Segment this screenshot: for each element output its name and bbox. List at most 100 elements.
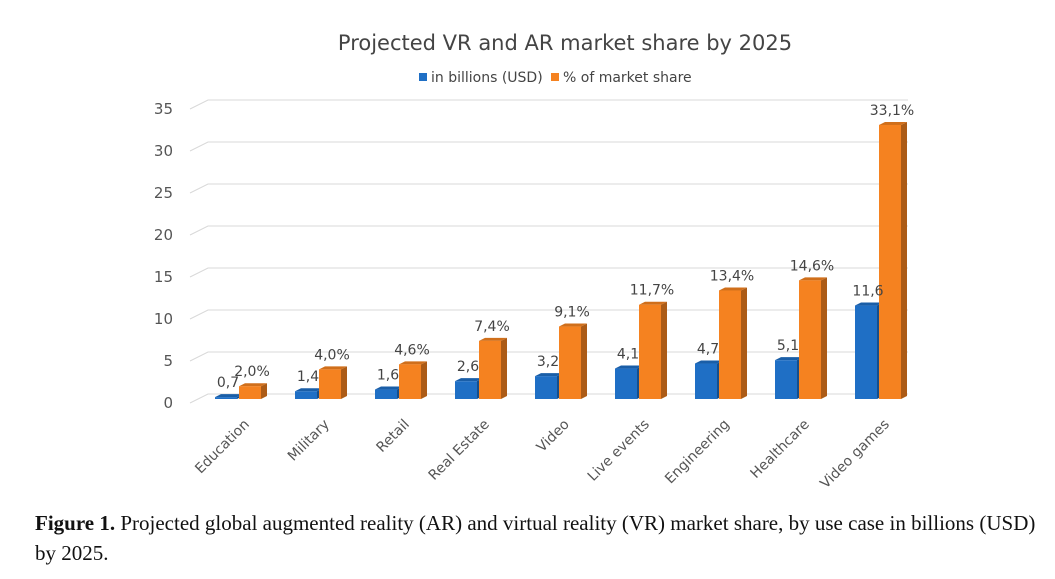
x-tick-label: Engineering bbox=[662, 417, 733, 488]
gridline bbox=[189, 351, 908, 362]
bar-front bbox=[879, 124, 901, 400]
y-tick-label: 25 bbox=[154, 184, 173, 202]
bar-front bbox=[375, 389, 397, 399]
data-label-market-share: 14,6% bbox=[790, 258, 834, 274]
bar-front bbox=[775, 360, 797, 399]
x-tick-label: Healthcare bbox=[748, 417, 813, 482]
bar-top bbox=[399, 361, 427, 365]
gridline bbox=[189, 141, 908, 152]
bar-side bbox=[581, 323, 587, 399]
bar-front bbox=[695, 363, 717, 399]
bar-top bbox=[855, 302, 883, 306]
bar-front bbox=[559, 326, 581, 399]
data-label-market-share: 4,6% bbox=[394, 342, 430, 358]
y-tick-label: 30 bbox=[154, 142, 173, 160]
bar-front bbox=[295, 391, 317, 399]
legend-swatch-billions bbox=[419, 73, 427, 81]
legend: in billions (USD) % of market share bbox=[419, 70, 692, 86]
bar-front bbox=[215, 397, 237, 399]
bar-front bbox=[855, 305, 877, 399]
bar-front bbox=[239, 386, 261, 399]
bar-front bbox=[615, 368, 637, 399]
bar-billions bbox=[855, 302, 883, 399]
bar-market-share bbox=[239, 383, 267, 399]
bar-top bbox=[639, 301, 667, 305]
bar-side bbox=[661, 301, 667, 399]
x-tick-label: Live events bbox=[585, 417, 653, 485]
bar-side bbox=[821, 277, 827, 399]
bar-side bbox=[741, 287, 747, 399]
bar-billions bbox=[615, 365, 643, 399]
bar-side bbox=[901, 121, 907, 400]
bar-market-share bbox=[399, 361, 427, 399]
data-label-billions: 4,1 bbox=[617, 347, 639, 363]
bar-top bbox=[319, 366, 347, 370]
x-tick-label: Video games bbox=[817, 417, 892, 492]
bar-top bbox=[719, 287, 747, 291]
data-label-market-share: 11,7% bbox=[630, 283, 674, 299]
data-label-billions: 2,6 bbox=[457, 359, 479, 375]
gridline bbox=[189, 225, 908, 236]
bar-top bbox=[879, 121, 907, 125]
data-label-billions: 4,7 bbox=[697, 342, 719, 358]
bar-top bbox=[799, 277, 827, 281]
bar-market-share bbox=[639, 301, 667, 399]
caption-label: Figure 1. bbox=[35, 511, 116, 535]
y-tick-label: 15 bbox=[154, 268, 173, 286]
x-tick-label: Education bbox=[192, 417, 253, 478]
bar-top bbox=[615, 365, 643, 369]
bar-top bbox=[535, 373, 563, 377]
x-tick-label: Video bbox=[534, 417, 573, 456]
bar-billions bbox=[775, 357, 803, 399]
gridline bbox=[189, 267, 908, 278]
bar-market-share bbox=[879, 121, 907, 400]
caption-text: Projected global augmented reality (AR) … bbox=[35, 511, 1036, 565]
x-tick-label: Military bbox=[285, 417, 333, 465]
bar-top bbox=[775, 357, 803, 361]
y-tick-label: 10 bbox=[154, 310, 173, 328]
data-label-billions: 1,4 bbox=[297, 369, 319, 385]
bar-billions bbox=[695, 360, 723, 399]
bar-front bbox=[399, 364, 421, 399]
legend-label-market-share: % of market share bbox=[563, 70, 692, 86]
data-label-market-share: 13,4% bbox=[710, 268, 754, 284]
bar-side bbox=[421, 361, 427, 399]
bar-top bbox=[455, 378, 483, 382]
bar-front bbox=[799, 280, 821, 399]
bar-market-share bbox=[319, 366, 347, 399]
bar-market-share bbox=[559, 323, 587, 399]
bar-billions bbox=[295, 388, 323, 399]
gridline bbox=[189, 309, 908, 320]
bar-billions bbox=[455, 378, 483, 399]
gridline bbox=[189, 183, 908, 194]
data-label-billions: 3,2 bbox=[537, 354, 559, 370]
bar-billions bbox=[215, 394, 243, 399]
legend-swatch-market-share bbox=[551, 73, 559, 81]
chart-svg: Projected VR and AR market share by 2025… bbox=[154, 31, 914, 492]
bar-front bbox=[479, 340, 501, 399]
bar-top bbox=[695, 360, 723, 364]
bar-top bbox=[215, 394, 243, 398]
chart-title: Projected VR and AR market share by 2025 bbox=[338, 31, 792, 55]
bar-front bbox=[455, 381, 477, 399]
data-label-market-share: 2,0% bbox=[234, 364, 270, 380]
data-label-billions: 0,7 bbox=[217, 375, 239, 391]
bar-market-share bbox=[479, 337, 507, 399]
figure-caption: Figure 1. Projected global augmented rea… bbox=[35, 508, 1045, 568]
y-tick-label: 20 bbox=[154, 226, 173, 244]
bar-front bbox=[319, 369, 341, 399]
x-tick-label: Retail bbox=[374, 417, 413, 456]
bar-front bbox=[639, 304, 661, 399]
bar-market-share bbox=[719, 287, 747, 399]
gridline bbox=[189, 393, 908, 404]
bar-market-share bbox=[799, 277, 827, 399]
bar-billions bbox=[535, 373, 563, 399]
bar-top bbox=[239, 383, 267, 387]
chart: Projected VR and AR market share by 2025… bbox=[154, 31, 914, 492]
bar-top bbox=[479, 337, 507, 341]
bar-front bbox=[719, 290, 741, 399]
data-label-billions: 11,6 bbox=[852, 284, 883, 300]
bar-top bbox=[375, 386, 403, 390]
data-label-market-share: 9,1% bbox=[554, 305, 590, 321]
bar-side bbox=[341, 366, 347, 399]
